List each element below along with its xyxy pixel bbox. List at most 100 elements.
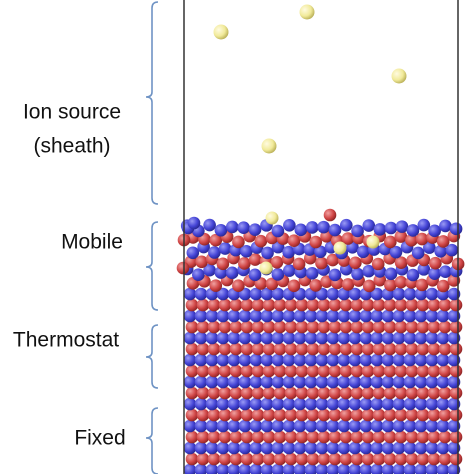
atom <box>225 220 239 234</box>
atom <box>218 242 232 255</box>
atom <box>438 364 452 378</box>
atom <box>284 298 298 312</box>
atom <box>315 375 329 389</box>
region-label: Ion source <box>23 101 121 124</box>
atom <box>403 375 417 389</box>
atom <box>350 430 364 444</box>
atom <box>394 430 408 444</box>
atom <box>295 386 309 400</box>
atom <box>249 309 263 323</box>
atom <box>326 441 340 455</box>
atom <box>205 419 219 433</box>
atom <box>394 230 408 243</box>
atom <box>293 419 307 433</box>
atom <box>372 342 386 356</box>
atom <box>372 386 386 400</box>
atom <box>392 397 406 411</box>
atom <box>186 246 200 260</box>
brace <box>145 1 159 205</box>
atom <box>394 364 408 378</box>
atom <box>394 386 408 400</box>
atom <box>216 419 230 433</box>
atom <box>449 320 463 334</box>
atom <box>326 375 340 389</box>
atom <box>306 408 320 422</box>
atom <box>414 309 428 323</box>
atom <box>381 375 395 389</box>
atom <box>284 342 298 356</box>
atom <box>359 331 373 345</box>
atom <box>293 331 307 345</box>
atom <box>287 279 301 293</box>
atom <box>183 419 197 433</box>
atom <box>359 441 373 455</box>
atom <box>273 408 287 422</box>
atom <box>381 397 395 411</box>
atom <box>203 263 216 277</box>
atom <box>381 441 395 455</box>
atom <box>416 452 430 466</box>
atom <box>271 375 285 389</box>
atom <box>240 364 254 378</box>
atom <box>216 463 230 474</box>
atom <box>293 441 307 455</box>
atom <box>405 298 419 312</box>
atom <box>282 463 296 474</box>
atom <box>350 364 364 378</box>
atom <box>436 279 450 293</box>
atom <box>373 223 387 236</box>
atom <box>295 298 309 312</box>
atom <box>370 397 384 411</box>
atom <box>416 408 430 422</box>
atom <box>359 309 373 323</box>
atom <box>260 397 274 411</box>
atom <box>209 233 223 247</box>
atom <box>436 419 450 433</box>
atom <box>249 441 263 455</box>
atom <box>218 430 232 444</box>
atom <box>425 287 439 301</box>
atom <box>238 257 251 270</box>
atom <box>405 408 419 422</box>
atom <box>293 353 307 367</box>
atom <box>328 430 342 444</box>
atom <box>348 441 362 455</box>
atom <box>370 287 384 301</box>
atom <box>249 419 263 433</box>
atom <box>265 277 279 291</box>
atom <box>240 386 254 400</box>
atom <box>260 419 274 433</box>
atom <box>384 221 398 235</box>
atom <box>370 463 384 474</box>
atom <box>262 430 276 444</box>
atom <box>229 452 243 466</box>
atom <box>249 287 263 301</box>
atom <box>317 342 331 356</box>
atom <box>359 375 373 389</box>
atom <box>384 278 397 292</box>
atom <box>341 278 355 291</box>
atom <box>337 309 351 323</box>
atom <box>427 364 441 378</box>
atom <box>339 430 353 444</box>
atom <box>194 353 208 367</box>
atom <box>251 320 265 334</box>
atom <box>251 298 265 312</box>
atom <box>395 220 409 233</box>
atom <box>392 419 406 433</box>
atoms <box>176 4 465 474</box>
atom <box>449 430 463 444</box>
atom <box>227 331 241 345</box>
atom <box>248 268 262 282</box>
atom <box>403 441 417 455</box>
atom <box>306 298 320 312</box>
atom <box>391 68 407 84</box>
atom <box>438 298 452 312</box>
atom <box>227 397 241 411</box>
atom <box>205 353 219 367</box>
atom <box>306 386 320 400</box>
atom <box>381 353 395 367</box>
atom <box>194 287 208 301</box>
atom <box>416 342 430 356</box>
